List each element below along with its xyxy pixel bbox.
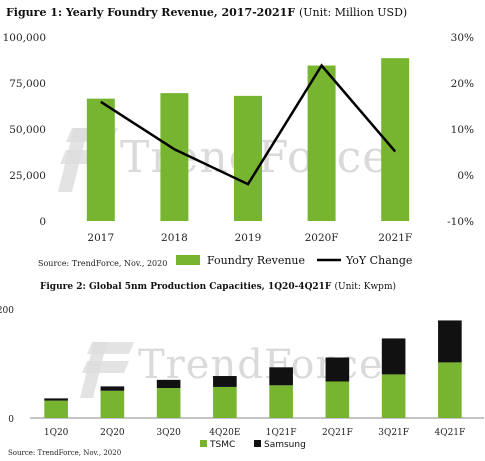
figure-1-right-axis: -10% 0% 10% 20% 30%	[447, 32, 474, 228]
bar-samsung-2q21f	[325, 357, 350, 382]
y-tick-label-200: 200	[0, 306, 14, 316]
right-tick-label-10: -10%	[447, 216, 474, 228]
x2-tick-label-2q20: 2Q20	[100, 428, 125, 438]
legend-label-samsung: Samsung	[264, 440, 306, 450]
figure-2-bars	[44, 320, 462, 418]
bar-tsmc-1q20	[44, 400, 68, 418]
x-tick-label-2019: 2019	[235, 232, 262, 244]
figure-1-yearly-foundry-revenue: Figure 1: Yearly Foundry Revenue, 2017-2…	[3, 6, 474, 268]
figure-1-legend: Foundry Revenue YoY Change	[176, 254, 412, 267]
right-tick-label-0: 0%	[457, 170, 474, 182]
x2-tick-label-1q21f: 1Q21F	[266, 428, 297, 438]
bar-samsung-3q21f	[381, 338, 406, 375]
figure-2-title: Figure 2: Global 5nm Production Capaciti…	[40, 281, 396, 292]
figure-1-left-axis: 0 25,000 50,000 75,000 100,000	[3, 32, 46, 228]
figure-1-source: Source: TrendForce, Nov., 2020	[38, 259, 167, 268]
x-tick-label-2018: 2018	[161, 232, 188, 244]
x2-tick-label-3q20: 3Q20	[156, 428, 181, 438]
bar-foundry-revenue-2017	[86, 98, 115, 221]
left-tick-label-50-000: 50,000	[9, 124, 46, 136]
bar-tsmc-2q20	[100, 390, 125, 418]
bar-foundry-revenue-2020f	[307, 65, 336, 222]
legend-label-yoy-change: YoY Change	[345, 254, 412, 267]
bar-samsung-1q20	[44, 398, 68, 401]
x-tick-label-2021f: 2021F	[378, 232, 412, 244]
bar-samsung-4q21f	[438, 320, 462, 363]
x-tick-label-2017: 2017	[87, 232, 114, 244]
right-tick-label-20: 20%	[451, 78, 474, 90]
left-tick-label-25-000: 25,000	[9, 170, 46, 182]
bar-tsmc-1q21f	[269, 385, 293, 418]
figure-2-x-axis: 1Q20 2Q20 3Q20 4Q20E 1Q21F 2Q21F 3Q21F 4Q21F	[44, 428, 465, 438]
x2-tick-label-2q21f: 2Q21F	[322, 428, 353, 438]
figure-1-yoy-line	[100, 63, 397, 186]
bar-samsung-1q21f	[269, 367, 293, 386]
left-tick-label-75-000: 75,000	[9, 78, 46, 90]
x-tick-label-2020f: 2020F	[305, 232, 339, 244]
bar-tsmc-2q21f	[325, 381, 350, 418]
figure-2-global-5nm-capacities: Figure 2: Global 5nm Production Capaciti…	[0, 281, 484, 457]
right-tick-label-10: 10%	[451, 124, 474, 136]
left-tick-label-0: 0	[39, 216, 46, 228]
x2-tick-label-4q21f: 4Q21F	[434, 428, 465, 438]
legend-label-tsmc: TSMC	[209, 440, 235, 450]
figure-1-x-axis: 2017 2018 2019 2020F 2021F	[87, 232, 412, 244]
bar-samsung-2q20	[100, 386, 125, 391]
bar-foundry-revenue-2018	[160, 93, 189, 221]
bar-foundry-revenue-2019	[234, 95, 262, 221]
figure-2-y-axis: 0 200	[0, 306, 14, 425]
right-tick-label-30: 30%	[451, 32, 474, 44]
bar-samsung-4q20e	[213, 376, 237, 387]
bar-tsmc-4q20e	[213, 386, 237, 418]
legend-swatch-foundry-revenue	[176, 255, 200, 265]
x2-tick-label-1q20: 1Q20	[44, 428, 69, 438]
legend-swatch-samsung	[254, 440, 261, 447]
y-tick-label-0: 0	[8, 415, 14, 425]
bar-tsmc-3q20	[156, 388, 181, 418]
x2-tick-label-3q21f: 3Q21F	[378, 428, 409, 438]
bar-samsung-3q20	[156, 379, 181, 389]
legend-swatch-tsmc	[200, 440, 207, 447]
bar-tsmc-3q21f	[381, 374, 406, 418]
left-tick-label-100-000: 100,000	[3, 32, 46, 44]
figure-1-bars	[86, 58, 410, 222]
figure-2-source: Source: TrendForce, Nov., 2020	[8, 449, 121, 457]
figure-1-title: Figure 1: Yearly Foundry Revenue, 2017-2…	[6, 6, 407, 19]
x2-tick-label-4q20e: 4Q20E	[209, 428, 240, 438]
legend-label-foundry-revenue: Foundry Revenue	[207, 254, 305, 267]
bar-tsmc-4q21f	[438, 362, 462, 418]
figure-2-legend: TSMC Samsung	[200, 440, 306, 450]
